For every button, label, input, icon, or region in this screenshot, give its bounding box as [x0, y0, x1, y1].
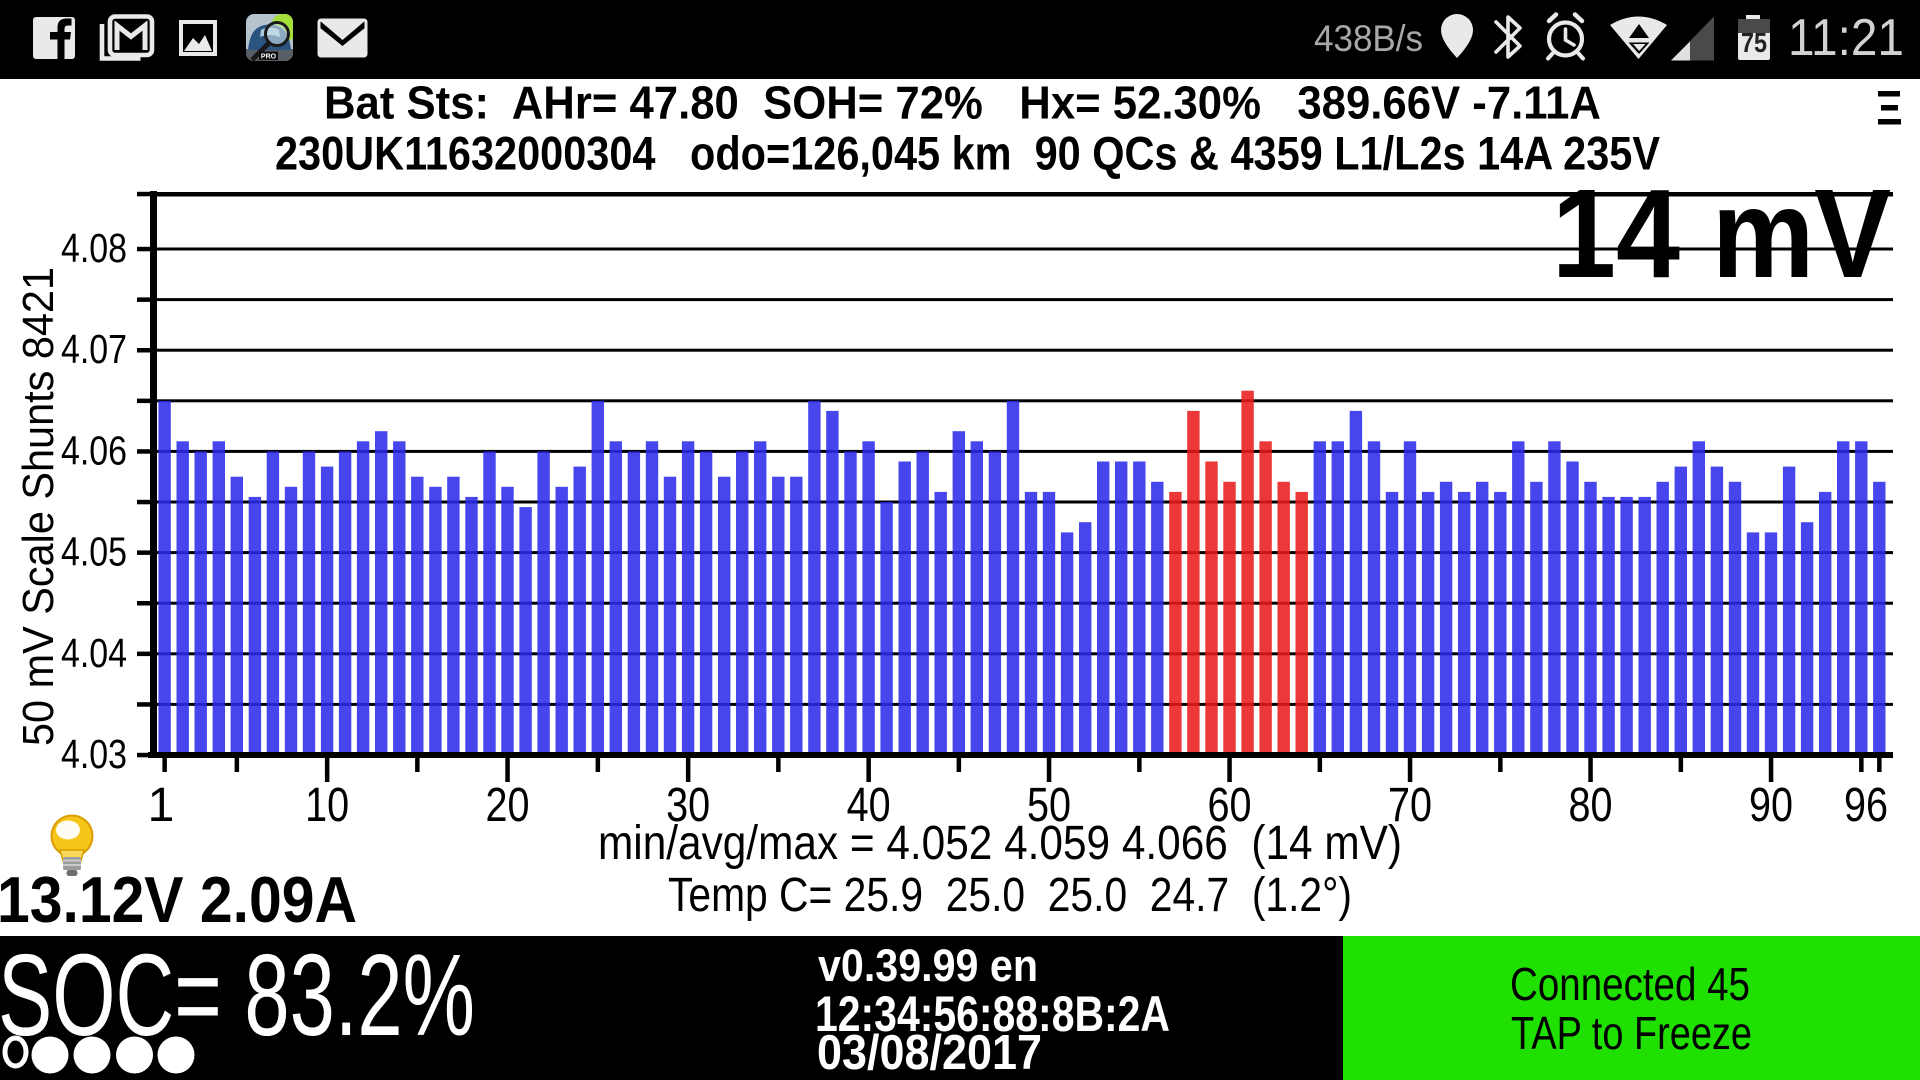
svg-text:14 mV: 14 mV — [1552, 163, 1891, 304]
svg-text:30: 30 — [666, 779, 710, 832]
svg-text:min/avg/max = 4.052 4.059 4.06: min/avg/max = 4.052 4.059 4.066 (14 mV) — [598, 817, 1402, 870]
svg-text:Temp C= 25.9 25.0 25.0 24.7: Temp C= 25.9 25.0 25.0 24.7 (1.2°) — [668, 869, 1352, 922]
svg-text:20: 20 — [486, 779, 530, 832]
svg-text:11:21: 11:21 — [1788, 9, 1904, 67]
svg-text:75: 75 — [1741, 27, 1767, 58]
svg-text:12:34:56:88:8B:2A: 12:34:56:88:8B:2A — [815, 986, 1170, 1042]
svg-text:50: 50 — [1027, 779, 1071, 832]
svg-text:4.04: 4.04 — [61, 630, 127, 676]
svg-text:1: 1 — [148, 779, 175, 832]
svg-text:4.05: 4.05 — [61, 529, 127, 575]
svg-text:Connected 45: Connected 45 — [1510, 958, 1750, 1010]
svg-text:4.03: 4.03 — [61, 731, 127, 777]
svg-text:4.07: 4.07 — [61, 326, 127, 372]
svg-text:13.12V 2.09A: 13.12V 2.09A — [0, 863, 357, 936]
svg-text:4.08: 4.08 — [61, 225, 127, 271]
svg-text:96: 96 — [1844, 779, 1888, 832]
svg-text:Bat Sts: AHr= 47.80 SOH= 72%: Bat Sts: AHr= 47.80 SOH= 72% Hx= 52.30% … — [324, 77, 1601, 129]
svg-text:90: 90 — [1749, 779, 1793, 832]
svg-text:4.06: 4.06 — [61, 427, 127, 473]
svg-text:10: 10 — [305, 779, 349, 832]
svg-text:03/08/2017: 03/08/2017 — [817, 1026, 1042, 1080]
svg-text:SOC= 83.2%: SOC= 83.2% — [0, 930, 475, 1060]
svg-text:50 mV Scale Shunts 8421: 50 mV Scale Shunts 8421 — [14, 267, 63, 746]
svg-text:40: 40 — [847, 779, 891, 832]
svg-text:TAP to Freeze: TAP to Freeze — [1511, 1007, 1752, 1059]
svg-text:230UK11632000304 odo=126,045: 230UK11632000304 odo=126,045 km 90 QCs &… — [275, 127, 1661, 180]
svg-text:438B/s: 438B/s — [1314, 18, 1423, 59]
svg-text:PRO: PRO — [261, 54, 277, 61]
svg-text:70: 70 — [1388, 779, 1432, 832]
svg-text:60: 60 — [1208, 779, 1252, 832]
svg-text:80: 80 — [1569, 779, 1613, 832]
svg-text:v0.39.99 en: v0.39.99 en — [818, 940, 1038, 991]
